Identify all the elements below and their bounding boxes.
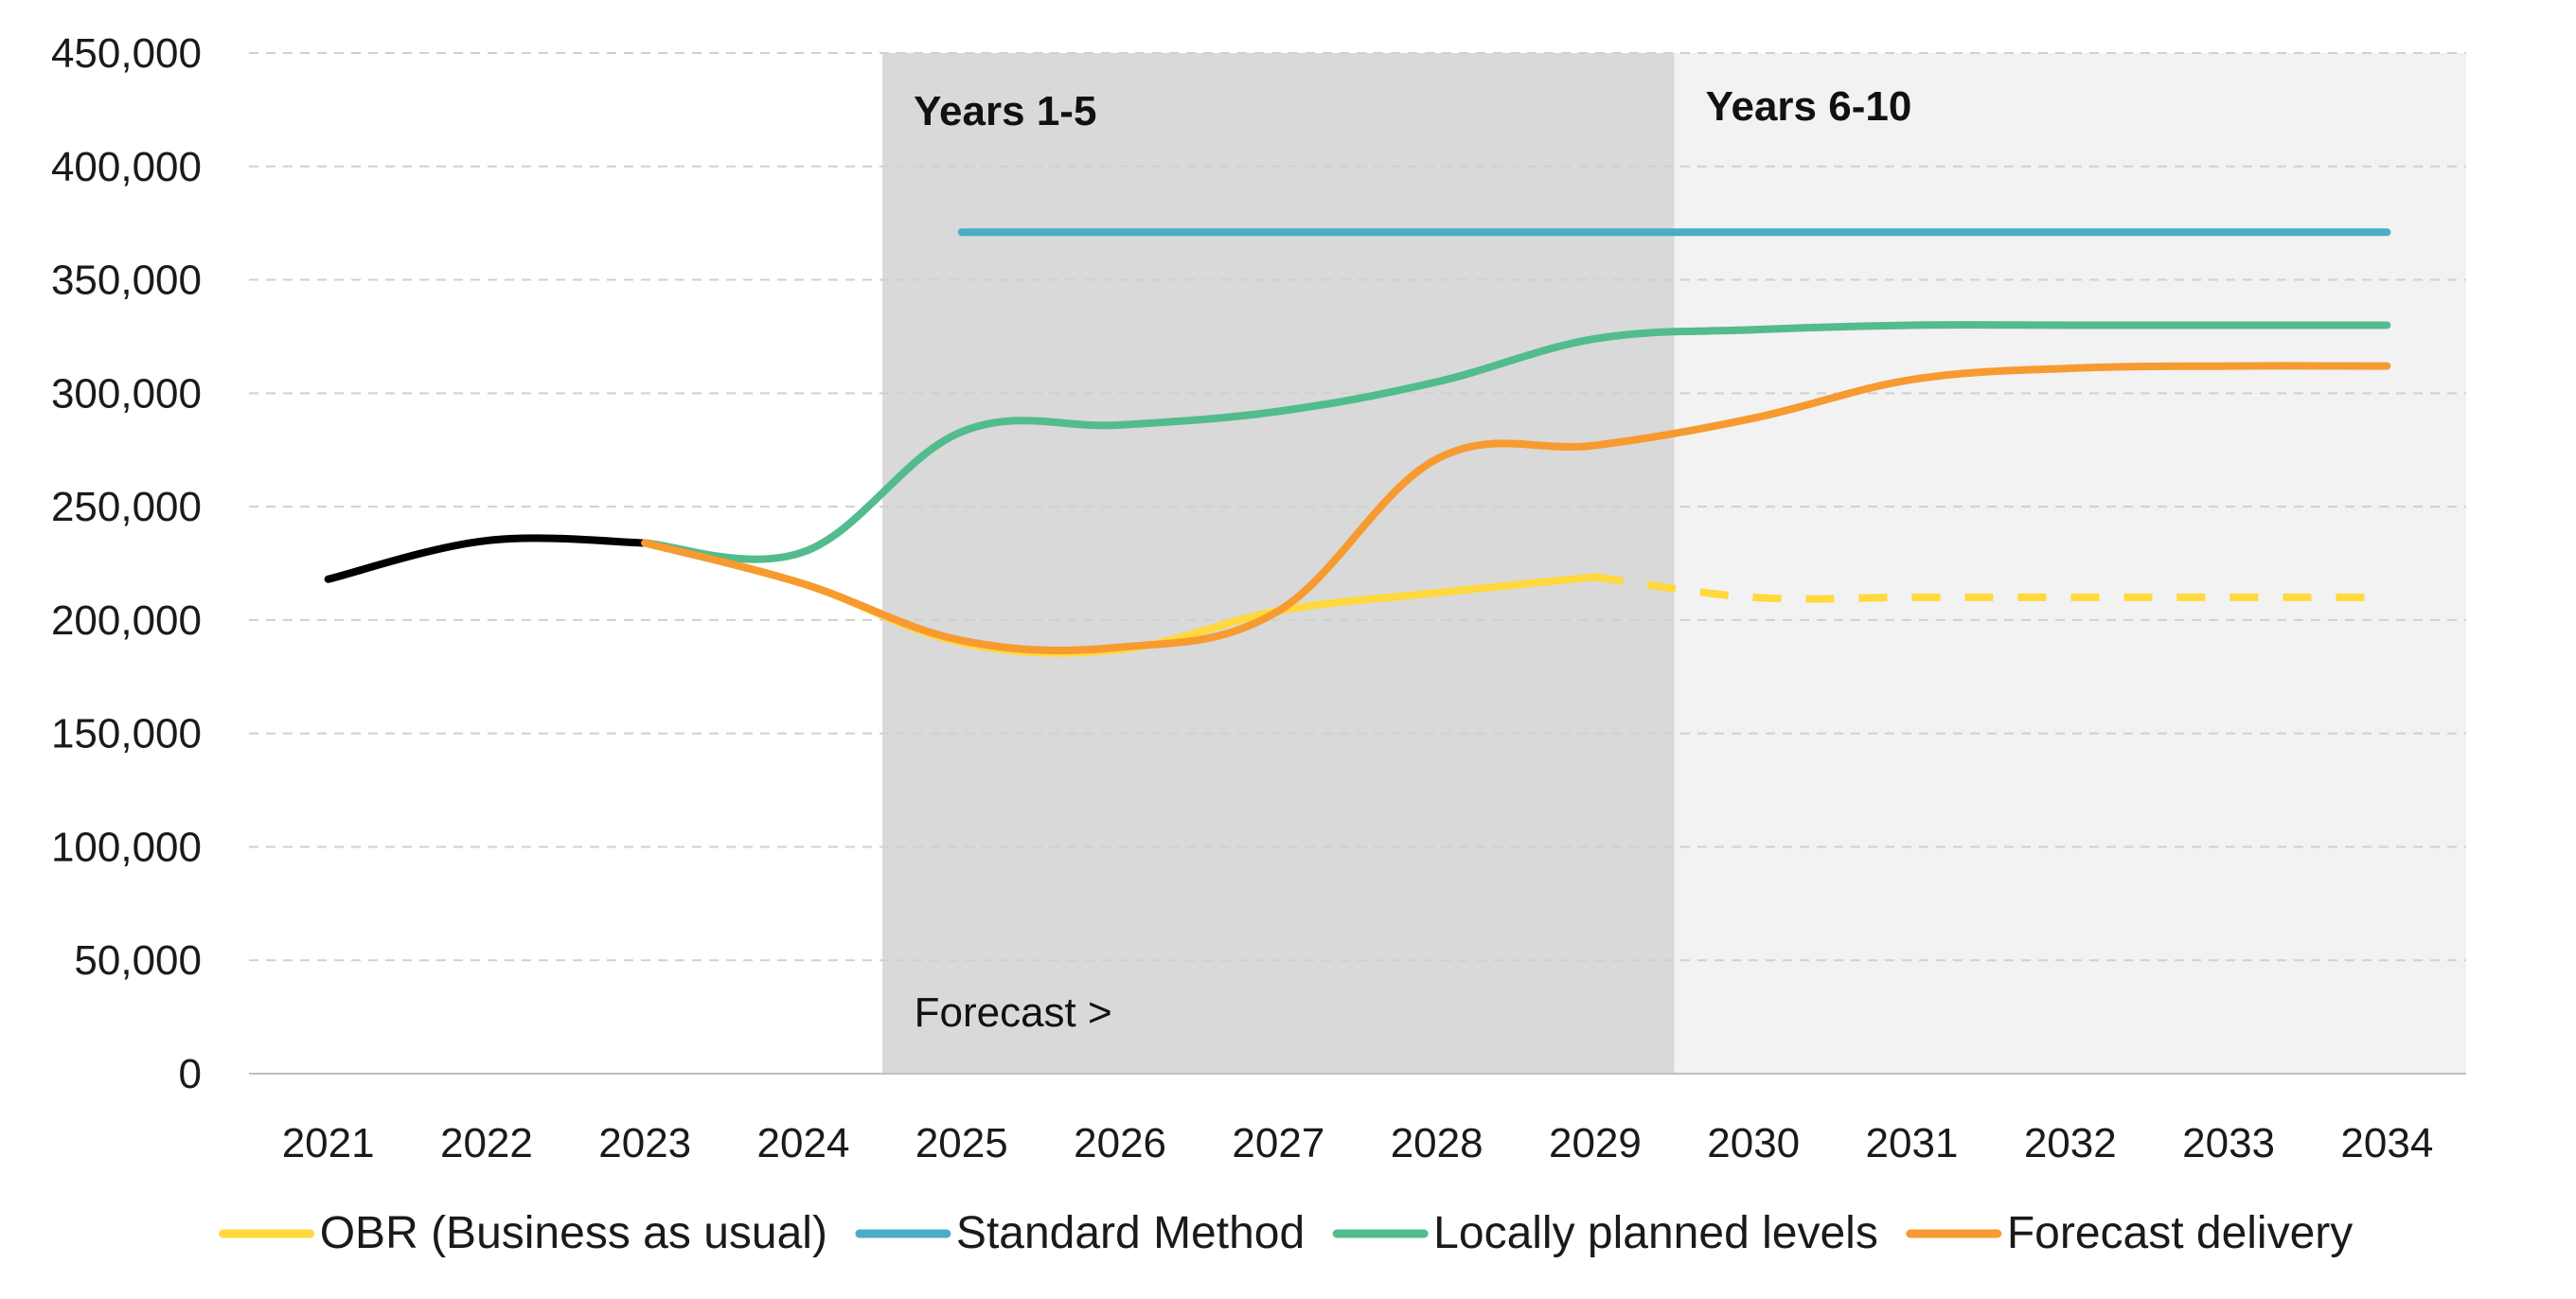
series-line-local <box>641 321 2391 563</box>
x-tick-label: 2022 <box>440 1120 533 1166</box>
x-axis: 2021 2022 2023 2024 2025 2026 2027 2028 2029 2030… <box>282 1120 2434 1166</box>
x-tick-label: 2027 <box>1232 1120 1324 1166</box>
y-tick-label: 0 <box>179 1051 202 1097</box>
background-bands <box>882 53 2466 1074</box>
x-tick-label: 2021 <box>282 1120 375 1166</box>
x-tick-label: 2032 <box>2024 1120 2117 1166</box>
band-label-1: Years 1-5 <box>914 88 1096 134</box>
gridlines <box>249 52 2466 1075</box>
x-tick-label: 2023 <box>598 1120 691 1166</box>
x-tick-label: 2030 <box>1707 1120 1800 1166</box>
legend-label-standard: Standard Method <box>956 1208 1305 1258</box>
x-tick-label: 2034 <box>2340 1120 2433 1166</box>
y-tick-label: 50,000 <box>74 937 202 984</box>
series-lines <box>324 228 2391 657</box>
legend: OBR (Business as usual) Standard Method Lo… <box>219 1208 2353 1258</box>
band-label-2: Years 6-10 <box>1706 83 1912 130</box>
y-tick-label: 350,000 <box>51 258 202 304</box>
y-tick-label: 100,000 <box>51 824 202 870</box>
y-tick-label: 400,000 <box>51 144 202 190</box>
y-tick-label: 450,000 <box>51 30 202 77</box>
x-tick-label: 2024 <box>757 1120 850 1166</box>
y-tick-label: 150,000 <box>51 711 202 757</box>
y-tick-label: 200,000 <box>51 597 202 644</box>
y-tick-label: 300,000 <box>51 370 202 417</box>
annotations: Forecast > <box>915 989 1112 1036</box>
x-tick-label: 2029 <box>1549 1120 1642 1166</box>
series-line-forecast <box>641 362 2391 655</box>
legend-label-forecast: Forecast delivery <box>2007 1208 2353 1258</box>
legend-label-local: Locally planned levels <box>1433 1208 1878 1258</box>
y-tick-label: 250,000 <box>51 484 202 530</box>
band-labels: Years 1-5 Years 6-10 <box>914 83 1911 134</box>
x-tick-label: 2031 <box>1866 1120 1959 1166</box>
band-2 <box>1674 53 2466 1074</box>
series-line-obr_dashed <box>1594 573 2388 603</box>
y-axis: 0 50,000 100,000 150,000 200,000 250,000 300,0… <box>51 30 202 1097</box>
series-line-history <box>324 534 649 583</box>
x-tick-label: 2026 <box>1074 1120 1166 1166</box>
x-tick-label: 2025 <box>915 1120 1008 1166</box>
x-tick-label: 2028 <box>1391 1120 1483 1166</box>
x-tick-label: 2033 <box>2182 1120 2275 1166</box>
band-1 <box>882 53 1675 1074</box>
forecast-annotation: Forecast > <box>915 989 1112 1036</box>
legend-label-obr: OBR (Business as usual) <box>320 1208 827 1258</box>
